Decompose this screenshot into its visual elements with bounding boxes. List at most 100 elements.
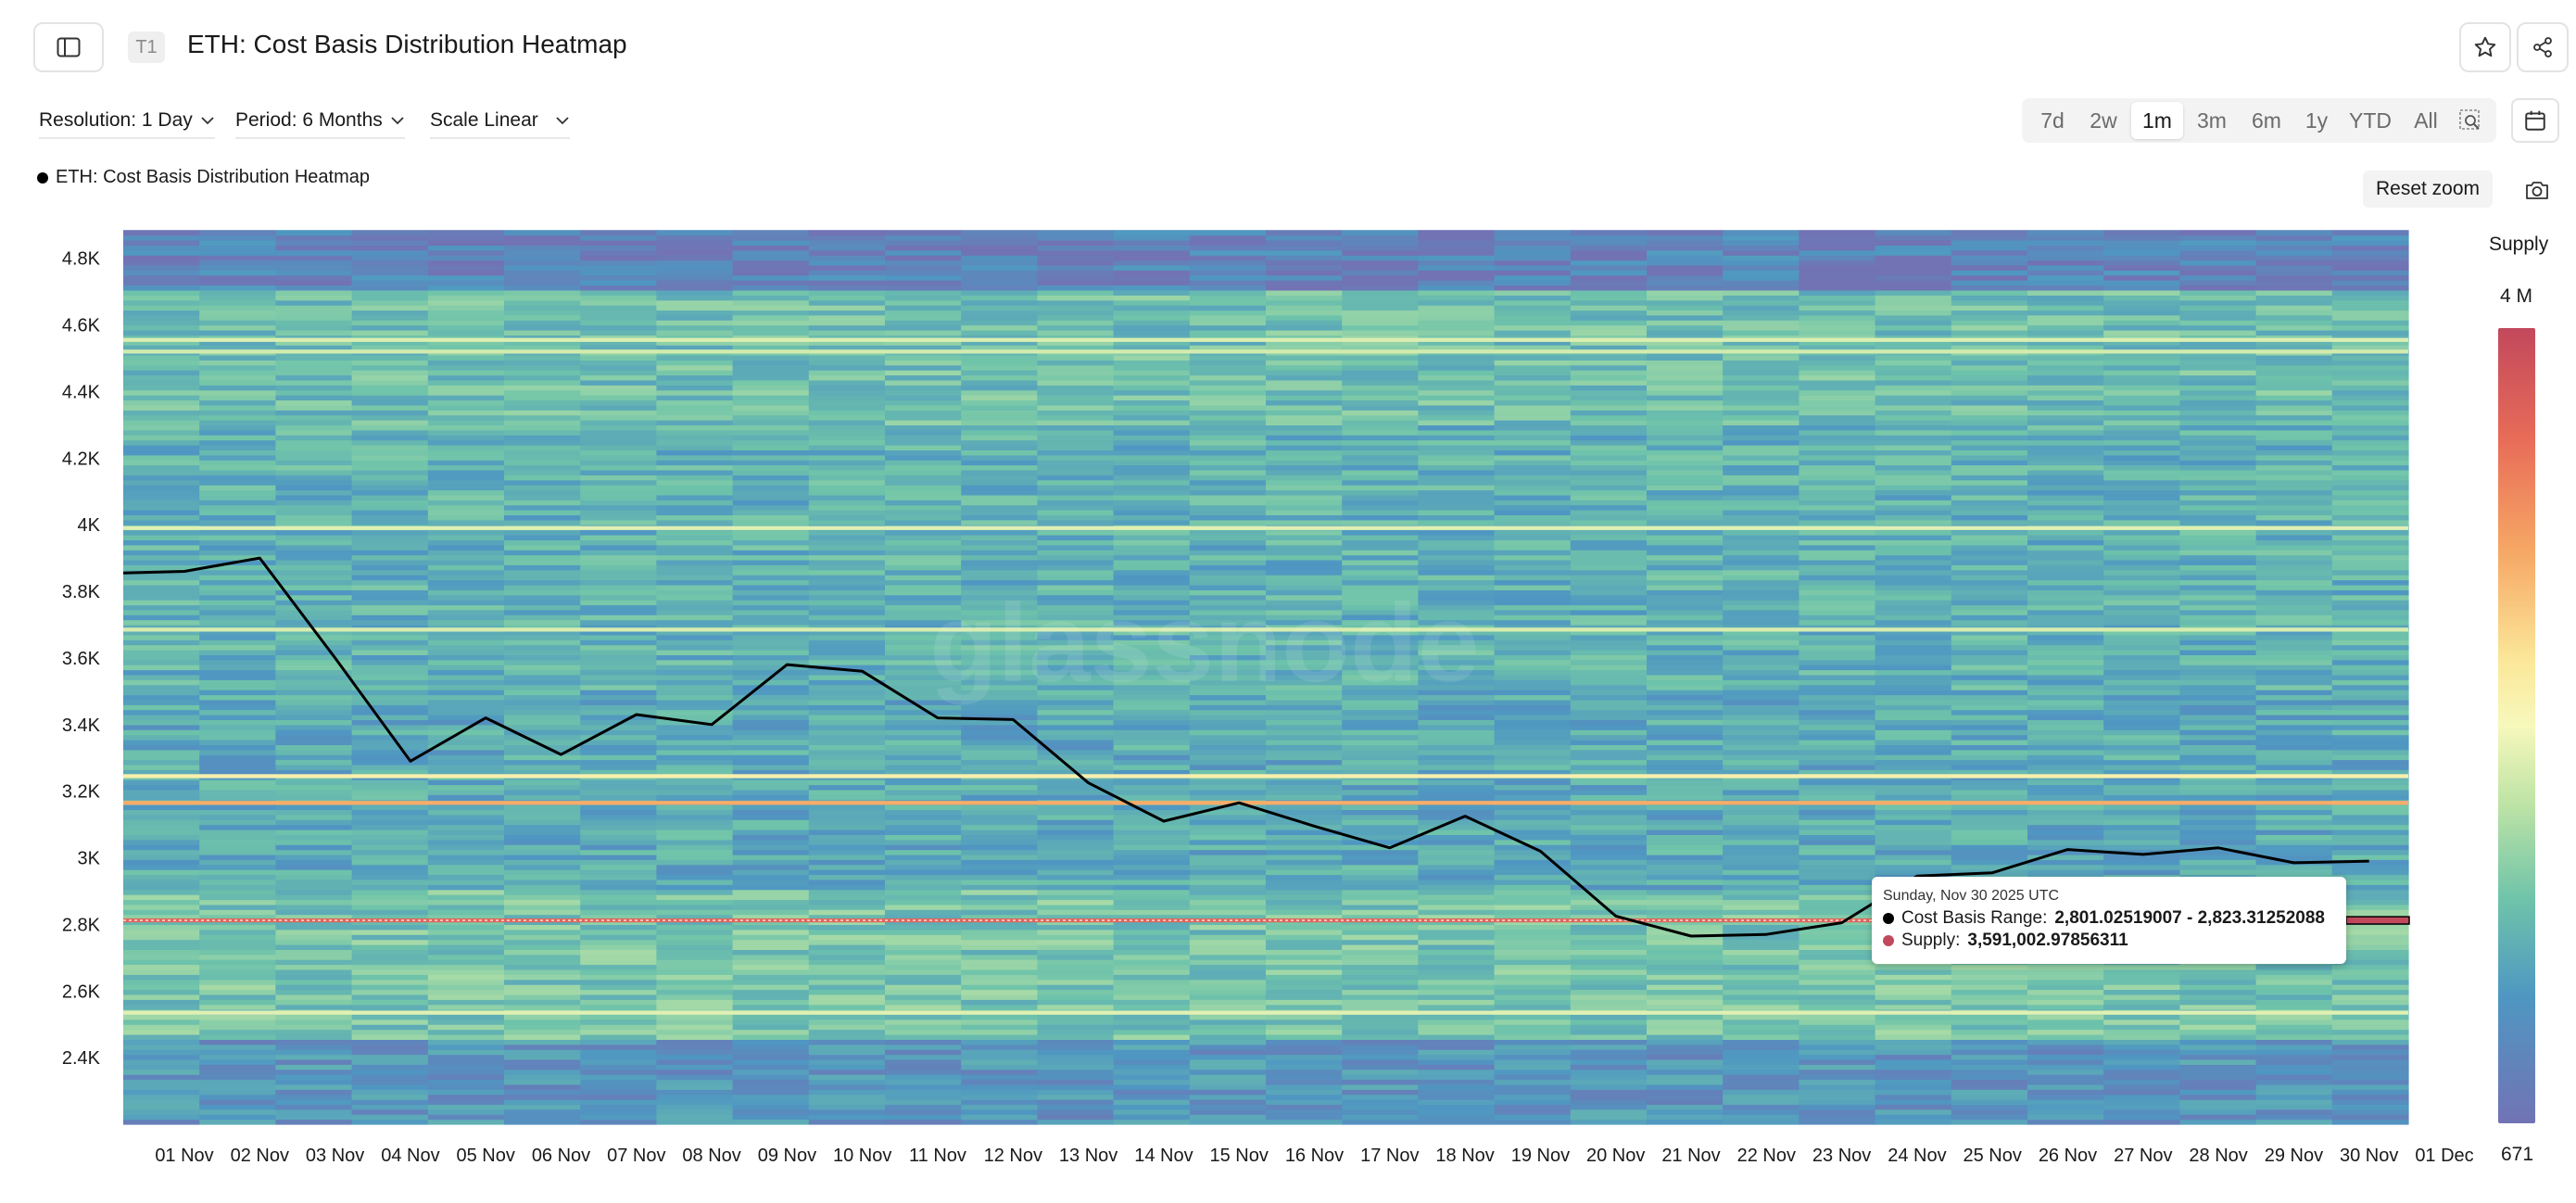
heatmap-cell — [2103, 255, 2180, 261]
heatmap-cell — [275, 255, 353, 261]
reset-zoom-button[interactable]: Reset zoom — [2363, 171, 2493, 208]
heatmap-cell — [1494, 399, 1572, 406]
heatmap-cell — [1570, 355, 1648, 361]
heatmap-cell — [656, 944, 734, 950]
heatmap-cell — [1951, 345, 2028, 351]
chart-legend[interactable]: ETH: Cost Basis Distribution Heatmap — [37, 167, 370, 188]
heatmap-cell — [1342, 874, 1419, 880]
scale-dropdown[interactable]: Scale Linear — [430, 109, 570, 139]
heatmap-cell — [351, 1024, 429, 1031]
heatmap-cell — [1951, 589, 2028, 596]
heatmap-cell — [732, 1044, 810, 1050]
heatmap-cell — [1570, 245, 1648, 251]
heatmap-cell — [1951, 564, 2028, 571]
heatmap-cell — [1342, 374, 1419, 381]
heatmap-cell — [1266, 589, 1343, 596]
heatmap-cell — [427, 339, 505, 346]
heatmap-cell — [1113, 764, 1191, 770]
heatmap-cell — [2027, 1069, 2104, 1075]
heatmap-cell — [580, 339, 657, 346]
heatmap-cell — [580, 1058, 657, 1065]
heatmap-cell — [504, 1019, 581, 1025]
heatmap-cell — [656, 974, 734, 981]
heatmap-cell — [580, 839, 657, 845]
heatmap-cell — [427, 734, 505, 741]
heatmap-cell — [504, 539, 581, 546]
heatmap-cell — [1647, 370, 1724, 376]
heatmap-cell — [1647, 1119, 1724, 1125]
heatmap-cell — [808, 270, 886, 276]
range-6m-button[interactable]: 6m — [2252, 108, 2281, 133]
heatmap-cell — [123, 324, 200, 331]
heatmap-cell — [427, 650, 505, 655]
heatmap-cell — [580, 724, 657, 730]
range-all-button[interactable]: All — [2414, 108, 2438, 133]
range-3m-button[interactable]: 3m — [2197, 108, 2227, 133]
heatmap-cell — [275, 485, 353, 491]
heatmap-cell — [2179, 984, 2257, 991]
heatmap-cell — [351, 479, 429, 486]
heatmap-cell — [2179, 734, 2257, 741]
heatmap-cell — [885, 249, 962, 256]
heatmap-cell — [1189, 494, 1267, 500]
heatmap-cell — [1723, 594, 1799, 601]
favorite-button[interactable] — [2459, 22, 2511, 72]
heatmap-cell — [580, 969, 657, 975]
heatmap-cell — [199, 924, 276, 931]
heatmap-cell — [732, 429, 810, 436]
heatmap-cell — [732, 1014, 810, 1020]
range-1y-button[interactable]: 1y — [2305, 108, 2329, 133]
heatmap-cell — [580, 519, 657, 526]
resolution-dropdown[interactable]: Resolution: 1 Day — [39, 109, 215, 139]
heatmap-cell — [1723, 889, 1799, 895]
range-ytd-button[interactable]: YTD — [2349, 108, 2392, 133]
range-2w-button[interactable]: 2w — [2090, 108, 2117, 133]
heatmap-cell — [961, 769, 1038, 776]
heatmap-cell — [1799, 285, 1876, 291]
heatmap-cell — [1723, 694, 1799, 701]
heatmap-cell — [1494, 379, 1572, 386]
heatmap-cell — [351, 504, 429, 511]
heatmap-cell — [2103, 964, 2180, 970]
sidebar-toggle-button[interactable] — [33, 22, 104, 72]
share-button[interactable] — [2517, 22, 2569, 72]
heatmap-cell — [199, 245, 276, 251]
heatmap-cell — [199, 829, 276, 835]
heatmap-cell — [123, 379, 200, 386]
heatmap-cell — [1113, 479, 1191, 486]
heatmap-cell — [1494, 999, 1572, 1006]
heatmap-cell — [504, 280, 581, 286]
heatmap-cell — [808, 709, 886, 715]
heatmap-cell — [1037, 994, 1115, 1000]
heatmap-cell — [351, 650, 429, 655]
heatmap-cell — [732, 1094, 810, 1100]
heatmap-cell — [885, 445, 962, 450]
heatmap-cell — [199, 744, 276, 751]
heatmap-cell — [1723, 274, 1799, 281]
heatmap-cell — [1494, 804, 1572, 810]
export-image-button[interactable] — [2519, 172, 2556, 208]
heatmap-cell — [1647, 874, 1724, 880]
heatmap-cell — [1570, 859, 1648, 866]
heatmap-cell — [1570, 270, 1648, 276]
heatmap-cell — [961, 295, 1038, 301]
heatmap-cell — [656, 869, 734, 876]
calendar-button[interactable] — [2511, 98, 2559, 143]
heatmap-cell — [504, 589, 581, 596]
heatmap-cell — [123, 949, 200, 956]
zoom-select-button[interactable] — [2450, 102, 2491, 139]
period-dropdown[interactable]: Period: 6 Months — [235, 109, 405, 139]
heatmap-cell — [199, 939, 276, 945]
heatmap-cell — [808, 994, 886, 1000]
heatmap-cell — [1113, 324, 1191, 331]
heatmap-cell — [1951, 719, 2028, 726]
heatmap-cell — [2179, 504, 2257, 511]
heatmap-cell — [427, 314, 505, 321]
heatmap-cell — [580, 849, 657, 855]
heatmap-cell — [1647, 1034, 1724, 1040]
heatmap-cell — [275, 874, 353, 880]
heatmap-cell — [1494, 669, 1572, 676]
range-1m-button[interactable]: 1m — [2131, 102, 2183, 139]
range-7d-button[interactable]: 7d — [2040, 108, 2065, 133]
